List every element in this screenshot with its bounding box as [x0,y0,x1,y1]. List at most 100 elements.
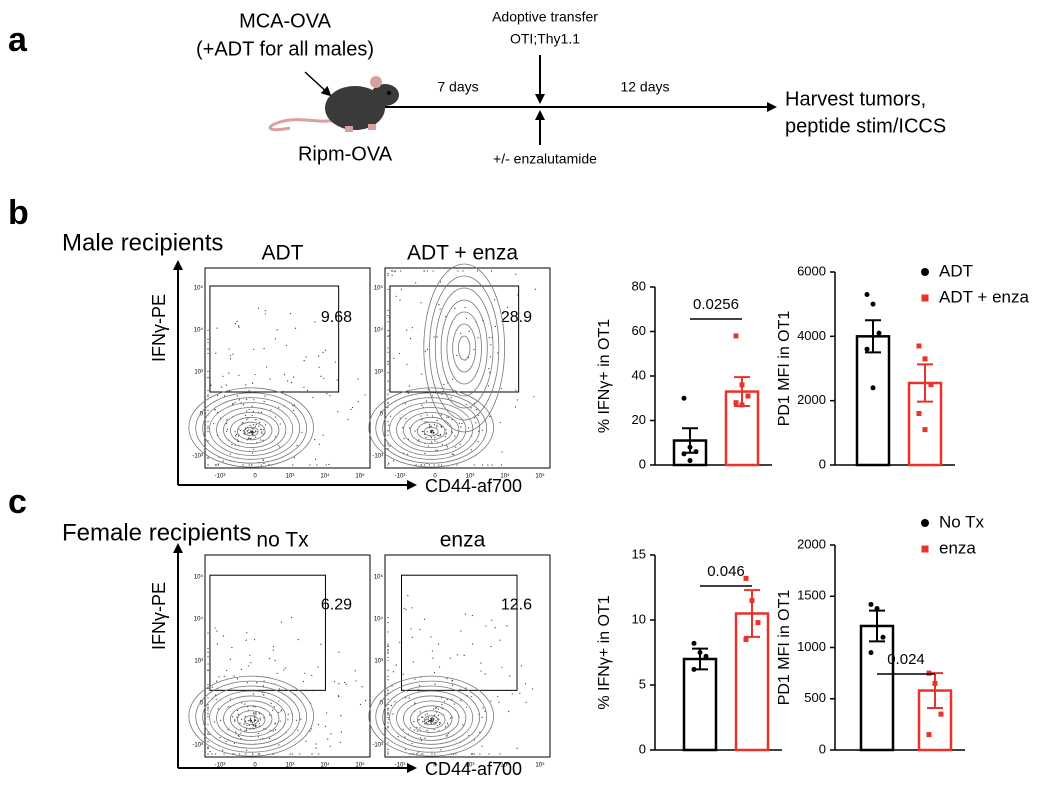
event-dot [405,417,407,420]
event-dot [276,329,278,331]
event-dot [387,716,389,719]
event-dot [490,270,493,272]
event-dot [431,719,433,722]
event-dot [500,464,502,466]
event-dot [246,682,248,684]
event-dot [446,734,448,736]
flow-tick-label: -10³ [192,743,203,749]
event-dot [252,693,254,695]
flow-tick-label: -10³ [395,474,406,480]
event-dot [404,403,406,405]
event-dot [328,463,330,466]
p-value: 0.0256 [693,296,739,313]
event-dot [429,721,432,723]
label: +/- enzalutamide [493,151,597,167]
event-dot [479,731,481,733]
event-dot [255,724,257,727]
data-point [870,301,876,307]
y-tick-label: 0 [639,456,646,471]
event-dot [260,439,262,441]
event-dot [387,402,389,404]
plot-title: enza [440,529,486,552]
event-dot [291,616,293,619]
label: Adoptive transfer [492,9,598,25]
event-dot [242,464,244,466]
y-tick-label: 20 [632,412,646,427]
event-dot [309,464,311,466]
event-dot [392,671,394,673]
event-dot [207,395,209,397]
event-dot [207,440,209,442]
event-dot [387,669,389,671]
event-dot [460,630,462,632]
y-axis-label: PD1 MFI in OT1 [776,311,793,427]
data-point [916,411,922,417]
event-dot [489,415,491,418]
event-dot [485,625,487,627]
event-dot [387,321,389,323]
event-dot [387,430,389,432]
event-dot [387,727,389,729]
event-dot [217,463,219,465]
event-dot [215,464,217,466]
event-dot [235,435,237,437]
event-dot [531,688,533,690]
flow-tick-label: 10³ [286,763,295,769]
event-dot [338,651,340,653]
event-dot [255,430,257,432]
event-dot [351,406,354,409]
y-tick-label: 4000 [797,328,826,343]
event-dot [520,665,523,667]
event-dot [413,720,415,723]
event-dot [234,401,236,404]
event-dot [229,658,232,660]
event-dot [249,728,251,730]
event-dot [251,722,254,724]
event-dot [517,294,519,296]
event-dot [257,753,260,755]
label: peptide stim/ICCS [785,115,946,137]
event-dot [477,414,479,416]
event-dot [280,621,283,623]
event-dot [424,350,427,352]
axis-label: IFNγ-PE [149,582,169,650]
flow-tick-label: 10⁵ [194,574,204,581]
event-dot [207,338,209,341]
panel-letter: a [8,21,28,59]
event-dot [415,282,417,284]
event-dot [409,337,412,340]
event-dot [440,749,442,751]
event-dot [249,654,251,656]
flow-tick-label: 10⁴ [500,473,510,480]
event-dot [326,712,328,714]
label: OTI;Thy1.1 [510,31,580,47]
event-dot [435,720,437,722]
y-tick-label: 0 [639,741,646,756]
arrow [304,71,332,97]
event-dot [207,431,209,433]
event-dot [336,379,338,381]
event-dot [207,409,209,412]
event-dot [280,710,282,712]
event-dot [399,641,401,643]
bar [859,624,895,752]
event-dot [428,464,431,466]
event-dot [274,338,277,340]
event-dot [471,643,474,645]
event-dot [387,347,389,349]
event-dot [222,635,225,637]
event-dot [318,366,320,368]
event-dot [259,428,261,431]
event-dot [400,596,403,598]
gate-value: 6.29 [321,597,352,614]
event-dot [481,745,483,747]
event-dot [434,440,436,442]
event-dot [323,377,325,379]
event-dot [246,724,248,727]
contour [452,323,477,373]
event-dot [293,457,296,459]
event-dot [419,628,421,630]
event-dot [324,655,327,657]
event-dot [387,444,389,446]
event-dot [387,689,389,691]
